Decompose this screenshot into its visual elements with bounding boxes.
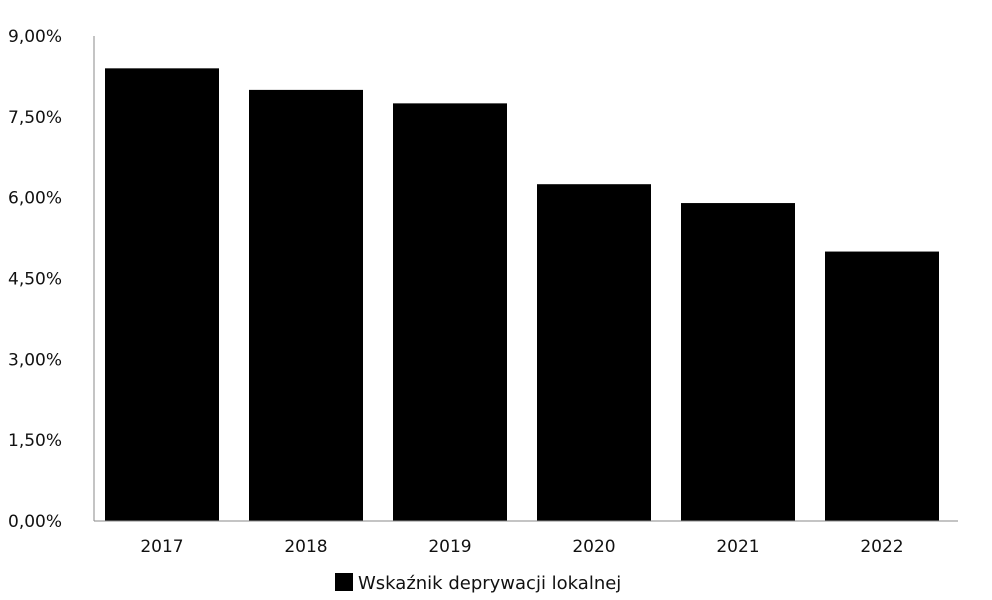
bar-2020 <box>537 184 651 521</box>
bar-2022 <box>825 251 939 522</box>
y-tick-label: 6,00% <box>8 189 62 209</box>
y-tick-label: 7,50% <box>8 108 62 128</box>
bar-2017 <box>105 68 219 521</box>
x-tick-label: 2022 <box>860 537 903 557</box>
y-tick-label: 1,50% <box>8 431 62 451</box>
x-tick-label: 2021 <box>716 537 759 557</box>
x-tick-label: 2018 <box>284 537 327 557</box>
bar-2021 <box>681 203 795 522</box>
legend: Wskaźnik deprywacji lokalnej <box>335 573 621 594</box>
y-tick-label: 9,00% <box>8 27 62 47</box>
x-tick-label: 2019 <box>428 537 471 557</box>
y-tick-label: 0,00% <box>8 512 62 532</box>
x-axis-ticks: 2017 2018 2019 2020 2021 2022 <box>140 537 903 557</box>
legend-label: Wskaźnik deprywacji lokalnej <box>358 573 621 594</box>
bar-2019 <box>393 103 507 521</box>
y-axis-ticks: 0,00% 1,50% 3,00% 4,50% 6,00% 7,50% 9,00% <box>8 27 62 532</box>
bars <box>105 68 939 522</box>
x-tick-label: 2020 <box>572 537 615 557</box>
x-tick-label: 2017 <box>140 537 183 557</box>
y-tick-label: 4,50% <box>8 270 62 290</box>
bar-2018 <box>249 89 363 521</box>
y-tick-label: 3,00% <box>8 350 62 370</box>
legend-swatch <box>335 573 353 591</box>
